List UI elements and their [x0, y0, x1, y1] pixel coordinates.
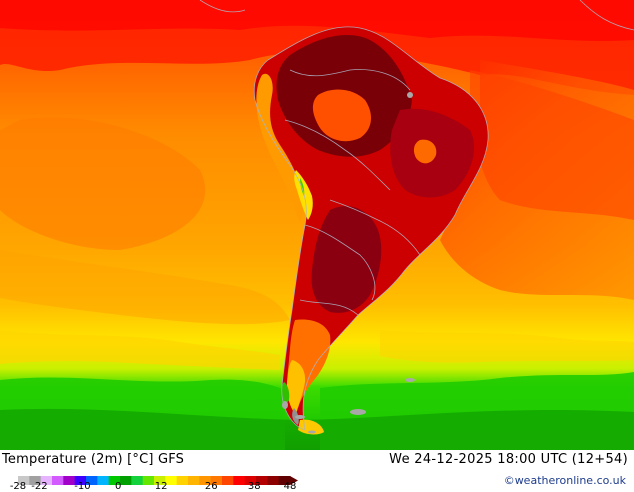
colorbar-swatch — [278, 476, 291, 485]
map-valid-time: We 24-12-2025 18:00 UTC (12+54) — [389, 452, 628, 467]
colorbar-swatch — [267, 476, 280, 485]
colorbar-swatch — [86, 476, 98, 485]
gray-terrain-speckles — [282, 92, 415, 434]
colorbar-tick-label: -22 — [31, 481, 48, 492]
colorbar-swatch — [120, 476, 132, 485]
colorbar-swatch — [165, 476, 178, 485]
temperature-map — [0, 0, 634, 450]
boundary-lines — [199, 0, 634, 431]
colorbar-swatch — [142, 476, 155, 485]
colorbar-swatch — [154, 476, 166, 485]
colorbar-tick-label: 48 — [283, 481, 297, 492]
colorbar-tick-label: 0 — [115, 481, 122, 492]
colorbar-swatch — [97, 476, 110, 485]
colorbar-swatch — [52, 476, 64, 485]
colorbar-tick-label: 26 — [204, 481, 218, 492]
colorbar-swatch — [199, 476, 212, 485]
colorbar-tick-label: -10 — [74, 481, 91, 492]
colorbar-swatch — [40, 476, 53, 485]
credit-link[interactable]: ©weatheronline.co.uk — [503, 474, 626, 487]
map-title: Temperature (2m) [°C] GFS — [2, 452, 185, 467]
colorbar-swatch — [74, 476, 87, 485]
map-footer: Temperature (2m) [°C] GFS We 24-12-2025 … — [0, 450, 634, 492]
colorbar-swatch — [222, 476, 234, 485]
colorbar-tick-label: 38 — [247, 481, 261, 492]
colorbar-swatch — [244, 476, 257, 485]
colorbar-tick-label: 12 — [154, 481, 168, 492]
colorbar-swatch — [210, 476, 223, 485]
colorbar-swatch — [233, 476, 246, 485]
colorbar-swatch — [29, 476, 42, 485]
colorbar-swatch — [108, 476, 121, 485]
colorbar-swatch — [176, 476, 189, 485]
colorbar-swatch — [256, 476, 268, 485]
colorbar-swatch — [188, 476, 200, 485]
south-america-landmass — [254, 26, 489, 435]
colorbar-swatch — [63, 476, 76, 485]
colorbar-svg — [18, 476, 298, 485]
colorbar-tick-label: -28 — [9, 481, 27, 492]
colorbar-swatch — [18, 476, 30, 485]
temperature-colorbar — [18, 472, 300, 491]
colorbar-max-arrow — [290, 476, 298, 485]
colorbar-swatch — [131, 476, 144, 485]
